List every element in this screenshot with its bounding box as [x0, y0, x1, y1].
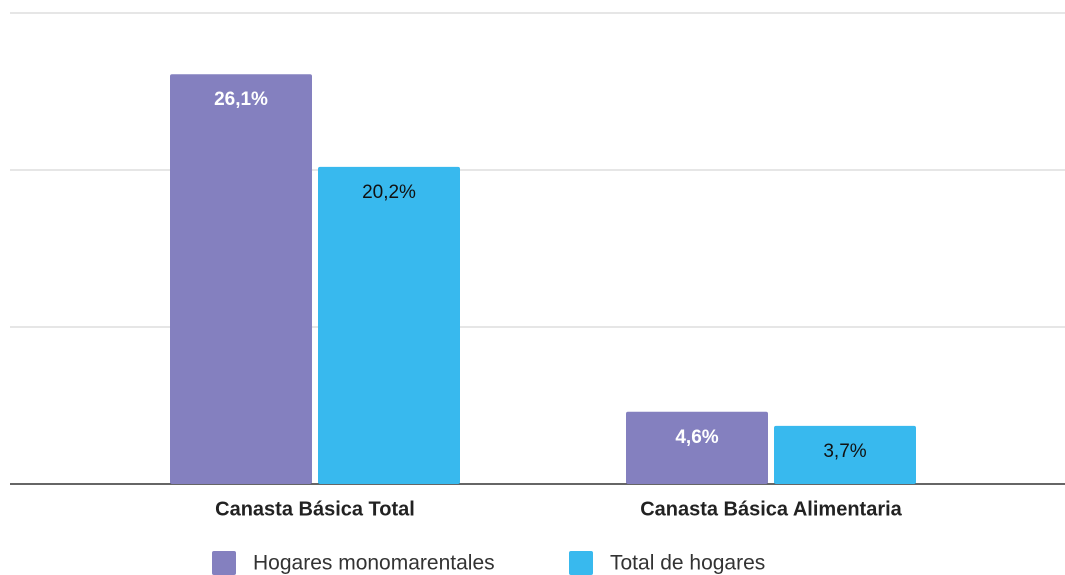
bar: [170, 74, 312, 484]
data-label: 26,1%: [214, 89, 268, 110]
legend-label: Hogares monomarentales: [253, 552, 495, 575]
bar: [318, 166, 460, 485]
x-tick-label: Canasta Básica Alimentaria: [640, 498, 902, 520]
x-tick-label: Canasta Básica Total: [215, 498, 415, 520]
legend-swatch: [569, 551, 593, 575]
bar: [626, 411, 768, 484]
legend-label: Total de hogares: [610, 552, 765, 575]
legend-swatch: [212, 551, 236, 575]
data-label: 20,2%: [362, 182, 416, 203]
data-label: 4,6%: [675, 427, 718, 448]
data-label: 3,7%: [823, 441, 866, 462]
bar: [774, 425, 916, 484]
